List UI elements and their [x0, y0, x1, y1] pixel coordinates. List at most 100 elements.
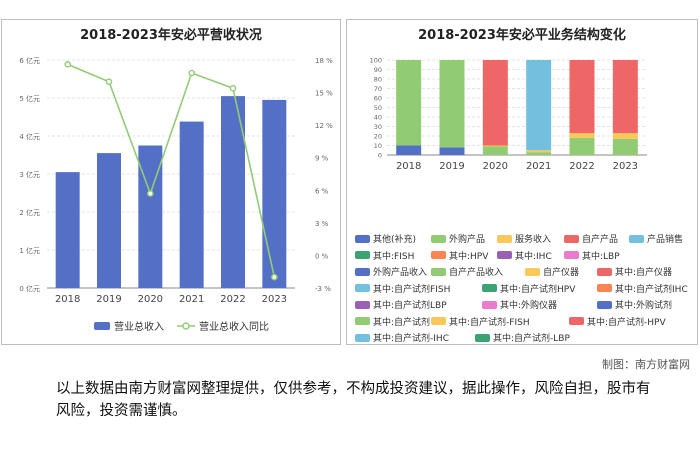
legend-swatch [564, 234, 579, 243]
y-tick-label: 0 [378, 152, 382, 160]
legend-swatch [355, 317, 370, 325]
legend-swatch [355, 300, 370, 309]
legend-item[interactable]: 其中:自产试剂-FISH [431, 315, 530, 328]
yoy-point [271, 273, 278, 281]
legend-item[interactable]: 其中:外购试剂 [597, 298, 672, 311]
stacked-bar-segment [439, 60, 465, 148]
revenue-bar [179, 121, 204, 288]
legend-item[interactable]: 外购产品收入 [355, 265, 427, 278]
y-tick-label: 10 [374, 142, 382, 150]
legend-label-revenue: 营业总收入 [114, 320, 164, 333]
legend-item[interactable]: 其中:IHC [497, 249, 552, 262]
legend-item[interactable]: 产品销售 [629, 232, 683, 245]
legend-item[interactable]: 其中:自产试剂FISH [355, 282, 450, 295]
x-tick-label: 2022 [569, 161, 594, 172]
legend-item[interactable]: 外购产品 [431, 232, 485, 245]
legend-item[interactable]: 其中:FISH [355, 249, 414, 262]
y-tick-label: 30 [374, 123, 382, 131]
legend-label: 其中:自产试剂-HPV [587, 317, 666, 328]
legend-label: 其中:FISH [373, 251, 415, 262]
legend-item[interactable]: 其中:自产试剂-HPV [569, 315, 666, 328]
legend-item[interactable]: 自产仪器 [525, 265, 579, 278]
y-tick-label: 100 [370, 57, 382, 65]
legend-item[interactable]: 其中:HPV [431, 249, 488, 262]
y-tick-label: 40 [374, 114, 382, 122]
legend-swatch [482, 284, 497, 292]
y-tick-label: 4 亿元 [19, 132, 40, 141]
legend-label: 其中:自产试剂FISH [373, 284, 451, 295]
legend-item[interactable]: 其中:自产试剂-LBP [475, 331, 570, 344]
y2-tick-label: 6 % [315, 187, 329, 195]
y-tick-label: 1 亿元 [19, 246, 40, 255]
y-tick-label: 5 亿元 [19, 94, 40, 103]
legend-item[interactable]: 自产产品 [564, 232, 618, 245]
yoy-point [105, 78, 113, 86]
stacked-bar-segment [526, 152, 552, 155]
legend-swatch [355, 333, 370, 342]
y2-tick-label: 12 % [315, 122, 333, 130]
legend-item[interactable]: 其中:LBP [564, 249, 620, 262]
legend-item[interactable]: 其中:自产试剂-IHC [355, 331, 449, 344]
x-tick-label: 2021 [526, 161, 551, 172]
legend-swatch [497, 234, 512, 243]
legend-item[interactable]: 其中:自产试剂 [355, 315, 430, 328]
stacked-bar-segment [526, 60, 552, 151]
legend-item[interactable]: 其中:外购仪器 [482, 298, 557, 311]
legend-swatch [597, 284, 612, 292]
x-tick-label: 2023 [613, 161, 638, 172]
x-tick-label: 2021 [179, 294, 204, 305]
legend-item[interactable]: 其他(补充) [355, 232, 416, 245]
stacked-bar-segment [569, 60, 595, 134]
legend-swatch [475, 333, 490, 342]
legend-swatch [497, 251, 512, 259]
legend-label: 自产产品收入 [449, 268, 504, 278]
legend-item[interactable]: 其中:自产试剂IHC [597, 282, 688, 295]
legend-item[interactable]: 其中:自产试剂HPV [482, 282, 575, 295]
structure-chart-title: 2018-2023年安必平业务结构变化 [418, 28, 626, 43]
revenue-bar [55, 172, 80, 288]
legend-label: 其中:自产试剂LBP [373, 301, 447, 311]
revenue-chart-title: 2018-2023年安必平营收状况 [80, 28, 262, 43]
legend-swatch [355, 284, 370, 292]
legend-label: 其中:自产试剂-FISH [449, 317, 530, 328]
y-tick-label: 70 [374, 85, 382, 93]
revenue-bar [97, 153, 121, 288]
stacked-bar-segment [439, 147, 465, 155]
legend-swatch [431, 234, 446, 243]
legend-swatch [431, 267, 446, 276]
legend-label: 其中:LBP [582, 251, 620, 262]
legend-item[interactable]: 自产产品收入 [431, 265, 503, 278]
y-tick-label: 2 亿元 [19, 208, 40, 217]
legend-label: 其中:自产试剂HPV [500, 284, 576, 295]
y-tick-label: 60 [374, 95, 382, 103]
yoy-line [67, 63, 276, 278]
stacked-bar-segment [396, 145, 422, 155]
x-tick-label: 2018 [396, 161, 421, 172]
x-tick-label: 2018 [55, 294, 80, 305]
x-tick-label: 2020 [138, 294, 163, 305]
legend-swatch [355, 267, 370, 276]
legend-label: 其他(补充) [373, 235, 417, 245]
x-tick-label: 2022 [220, 294, 245, 305]
yoy-point [188, 69, 195, 77]
stacked-bar-segment [396, 60, 422, 146]
revenue-chart-svg: 0 亿元 1 亿元 2 亿元 3 亿元 4 亿元 5 亿元 6 亿元 -3 % 0 % 3 % 6 … [19, 56, 333, 333]
stacked-bar-segment [482, 60, 508, 146]
y2-tick-label: 9 % [315, 155, 329, 163]
legend-swatch [597, 267, 612, 276]
stacked-bar-segment [482, 145, 508, 147]
x-tick-label: 2020 [483, 161, 508, 172]
legend-swatch [597, 300, 612, 309]
legend-swatch [355, 251, 370, 259]
legend-item[interactable]: 服务收入 [497, 232, 551, 245]
y-tick-label: 3 亿元 [19, 170, 40, 179]
y-tick-label: 90 [374, 66, 382, 74]
y2-tick-label: -3 % [315, 285, 331, 293]
revenue-bar [262, 99, 287, 289]
legend-item[interactable]: 其中:自产仪器 [597, 265, 672, 278]
legend-label: 其中:HPV [449, 251, 489, 262]
y-tick-label: 0 亿元 [19, 284, 40, 293]
legend-item[interactable]: 其中:自产试剂LBP [355, 298, 447, 311]
legend-label: 产品销售 [647, 235, 684, 245]
